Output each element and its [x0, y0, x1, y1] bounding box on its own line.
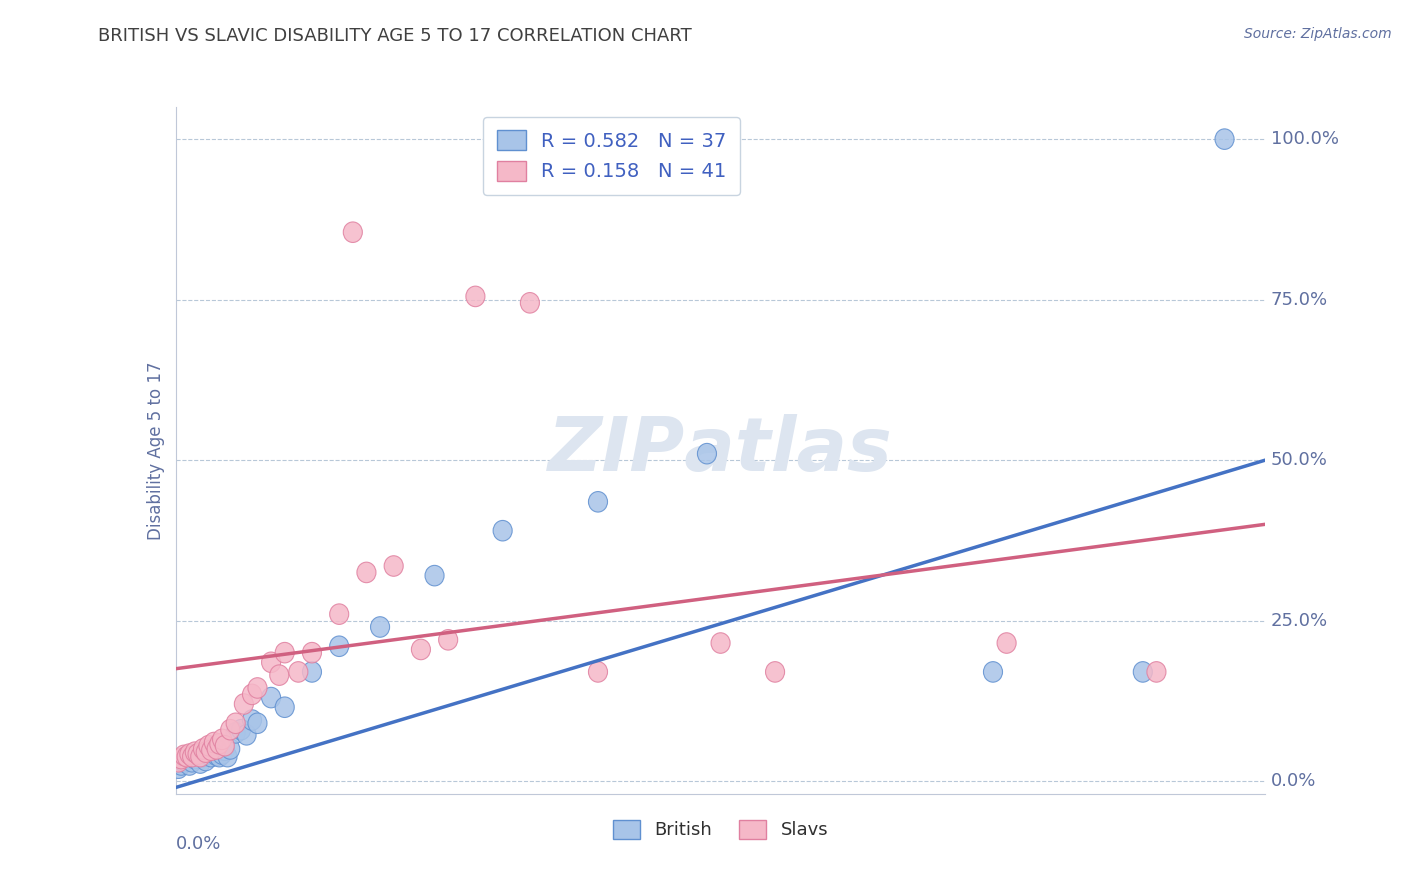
- Ellipse shape: [357, 562, 375, 582]
- Ellipse shape: [1133, 662, 1153, 682]
- Ellipse shape: [384, 556, 404, 576]
- Ellipse shape: [221, 720, 240, 740]
- Ellipse shape: [302, 662, 322, 682]
- Ellipse shape: [1147, 662, 1166, 682]
- Ellipse shape: [997, 632, 1017, 653]
- Ellipse shape: [247, 678, 267, 698]
- Text: 100.0%: 100.0%: [1271, 130, 1339, 148]
- Ellipse shape: [262, 652, 281, 673]
- Ellipse shape: [697, 443, 717, 464]
- Ellipse shape: [765, 662, 785, 682]
- Ellipse shape: [188, 744, 207, 764]
- Text: Source: ZipAtlas.com: Source: ZipAtlas.com: [1244, 27, 1392, 41]
- Ellipse shape: [172, 748, 191, 769]
- Ellipse shape: [198, 736, 218, 756]
- Ellipse shape: [197, 750, 215, 771]
- Ellipse shape: [242, 684, 262, 705]
- Ellipse shape: [232, 720, 250, 740]
- Ellipse shape: [201, 747, 221, 767]
- Text: ZIP​atlas: ZIP​atlas: [548, 414, 893, 487]
- Ellipse shape: [204, 742, 224, 763]
- Text: BRITISH VS SLAVIC DISABILITY AGE 5 TO 17 CORRELATION CHART: BRITISH VS SLAVIC DISABILITY AGE 5 TO 17…: [98, 27, 692, 45]
- Text: 0.0%: 0.0%: [176, 835, 221, 853]
- Ellipse shape: [177, 748, 197, 769]
- Ellipse shape: [188, 745, 207, 765]
- Text: 25.0%: 25.0%: [1271, 612, 1329, 630]
- Ellipse shape: [186, 742, 204, 763]
- Ellipse shape: [204, 732, 224, 753]
- Ellipse shape: [180, 755, 198, 775]
- Legend: British, Slavs: British, Slavs: [606, 813, 835, 847]
- Ellipse shape: [221, 739, 240, 759]
- Y-axis label: Disability Age 5 to 17: Disability Age 5 to 17: [146, 361, 165, 540]
- Ellipse shape: [520, 293, 540, 313]
- Ellipse shape: [439, 630, 458, 650]
- Ellipse shape: [183, 747, 201, 767]
- Ellipse shape: [589, 662, 607, 682]
- Ellipse shape: [194, 739, 212, 759]
- Ellipse shape: [201, 740, 221, 761]
- Ellipse shape: [589, 491, 607, 512]
- Ellipse shape: [425, 566, 444, 586]
- Ellipse shape: [207, 745, 226, 765]
- Ellipse shape: [238, 724, 256, 745]
- Ellipse shape: [494, 520, 512, 541]
- Text: 0.0%: 0.0%: [1271, 772, 1316, 790]
- Ellipse shape: [209, 733, 229, 754]
- Ellipse shape: [209, 747, 229, 767]
- Ellipse shape: [276, 642, 294, 663]
- Ellipse shape: [198, 744, 218, 764]
- Text: 50.0%: 50.0%: [1271, 451, 1327, 469]
- Ellipse shape: [215, 740, 235, 761]
- Ellipse shape: [1215, 128, 1234, 149]
- Ellipse shape: [465, 286, 485, 307]
- Ellipse shape: [329, 636, 349, 657]
- Ellipse shape: [412, 640, 430, 660]
- Ellipse shape: [226, 713, 245, 733]
- Ellipse shape: [169, 752, 188, 772]
- Ellipse shape: [212, 729, 232, 749]
- Ellipse shape: [270, 665, 288, 685]
- Ellipse shape: [212, 744, 232, 764]
- Ellipse shape: [276, 697, 294, 717]
- Ellipse shape: [197, 742, 215, 763]
- Ellipse shape: [180, 744, 198, 764]
- Ellipse shape: [983, 662, 1002, 682]
- Ellipse shape: [343, 222, 363, 243]
- Ellipse shape: [207, 739, 226, 759]
- Ellipse shape: [226, 723, 245, 743]
- Ellipse shape: [191, 753, 209, 773]
- Ellipse shape: [329, 604, 349, 624]
- Ellipse shape: [177, 747, 197, 767]
- Ellipse shape: [302, 642, 322, 663]
- Ellipse shape: [194, 747, 212, 767]
- Ellipse shape: [174, 752, 194, 772]
- Ellipse shape: [215, 736, 235, 756]
- Ellipse shape: [235, 694, 253, 714]
- Ellipse shape: [371, 616, 389, 637]
- Ellipse shape: [172, 755, 191, 775]
- Ellipse shape: [288, 662, 308, 682]
- Ellipse shape: [186, 748, 204, 769]
- Ellipse shape: [262, 688, 281, 708]
- Text: 75.0%: 75.0%: [1271, 291, 1329, 309]
- Ellipse shape: [711, 632, 730, 653]
- Ellipse shape: [247, 713, 267, 733]
- Ellipse shape: [174, 745, 194, 765]
- Ellipse shape: [242, 710, 262, 731]
- Ellipse shape: [191, 747, 209, 767]
- Ellipse shape: [169, 758, 188, 779]
- Ellipse shape: [183, 752, 201, 772]
- Ellipse shape: [218, 747, 238, 767]
